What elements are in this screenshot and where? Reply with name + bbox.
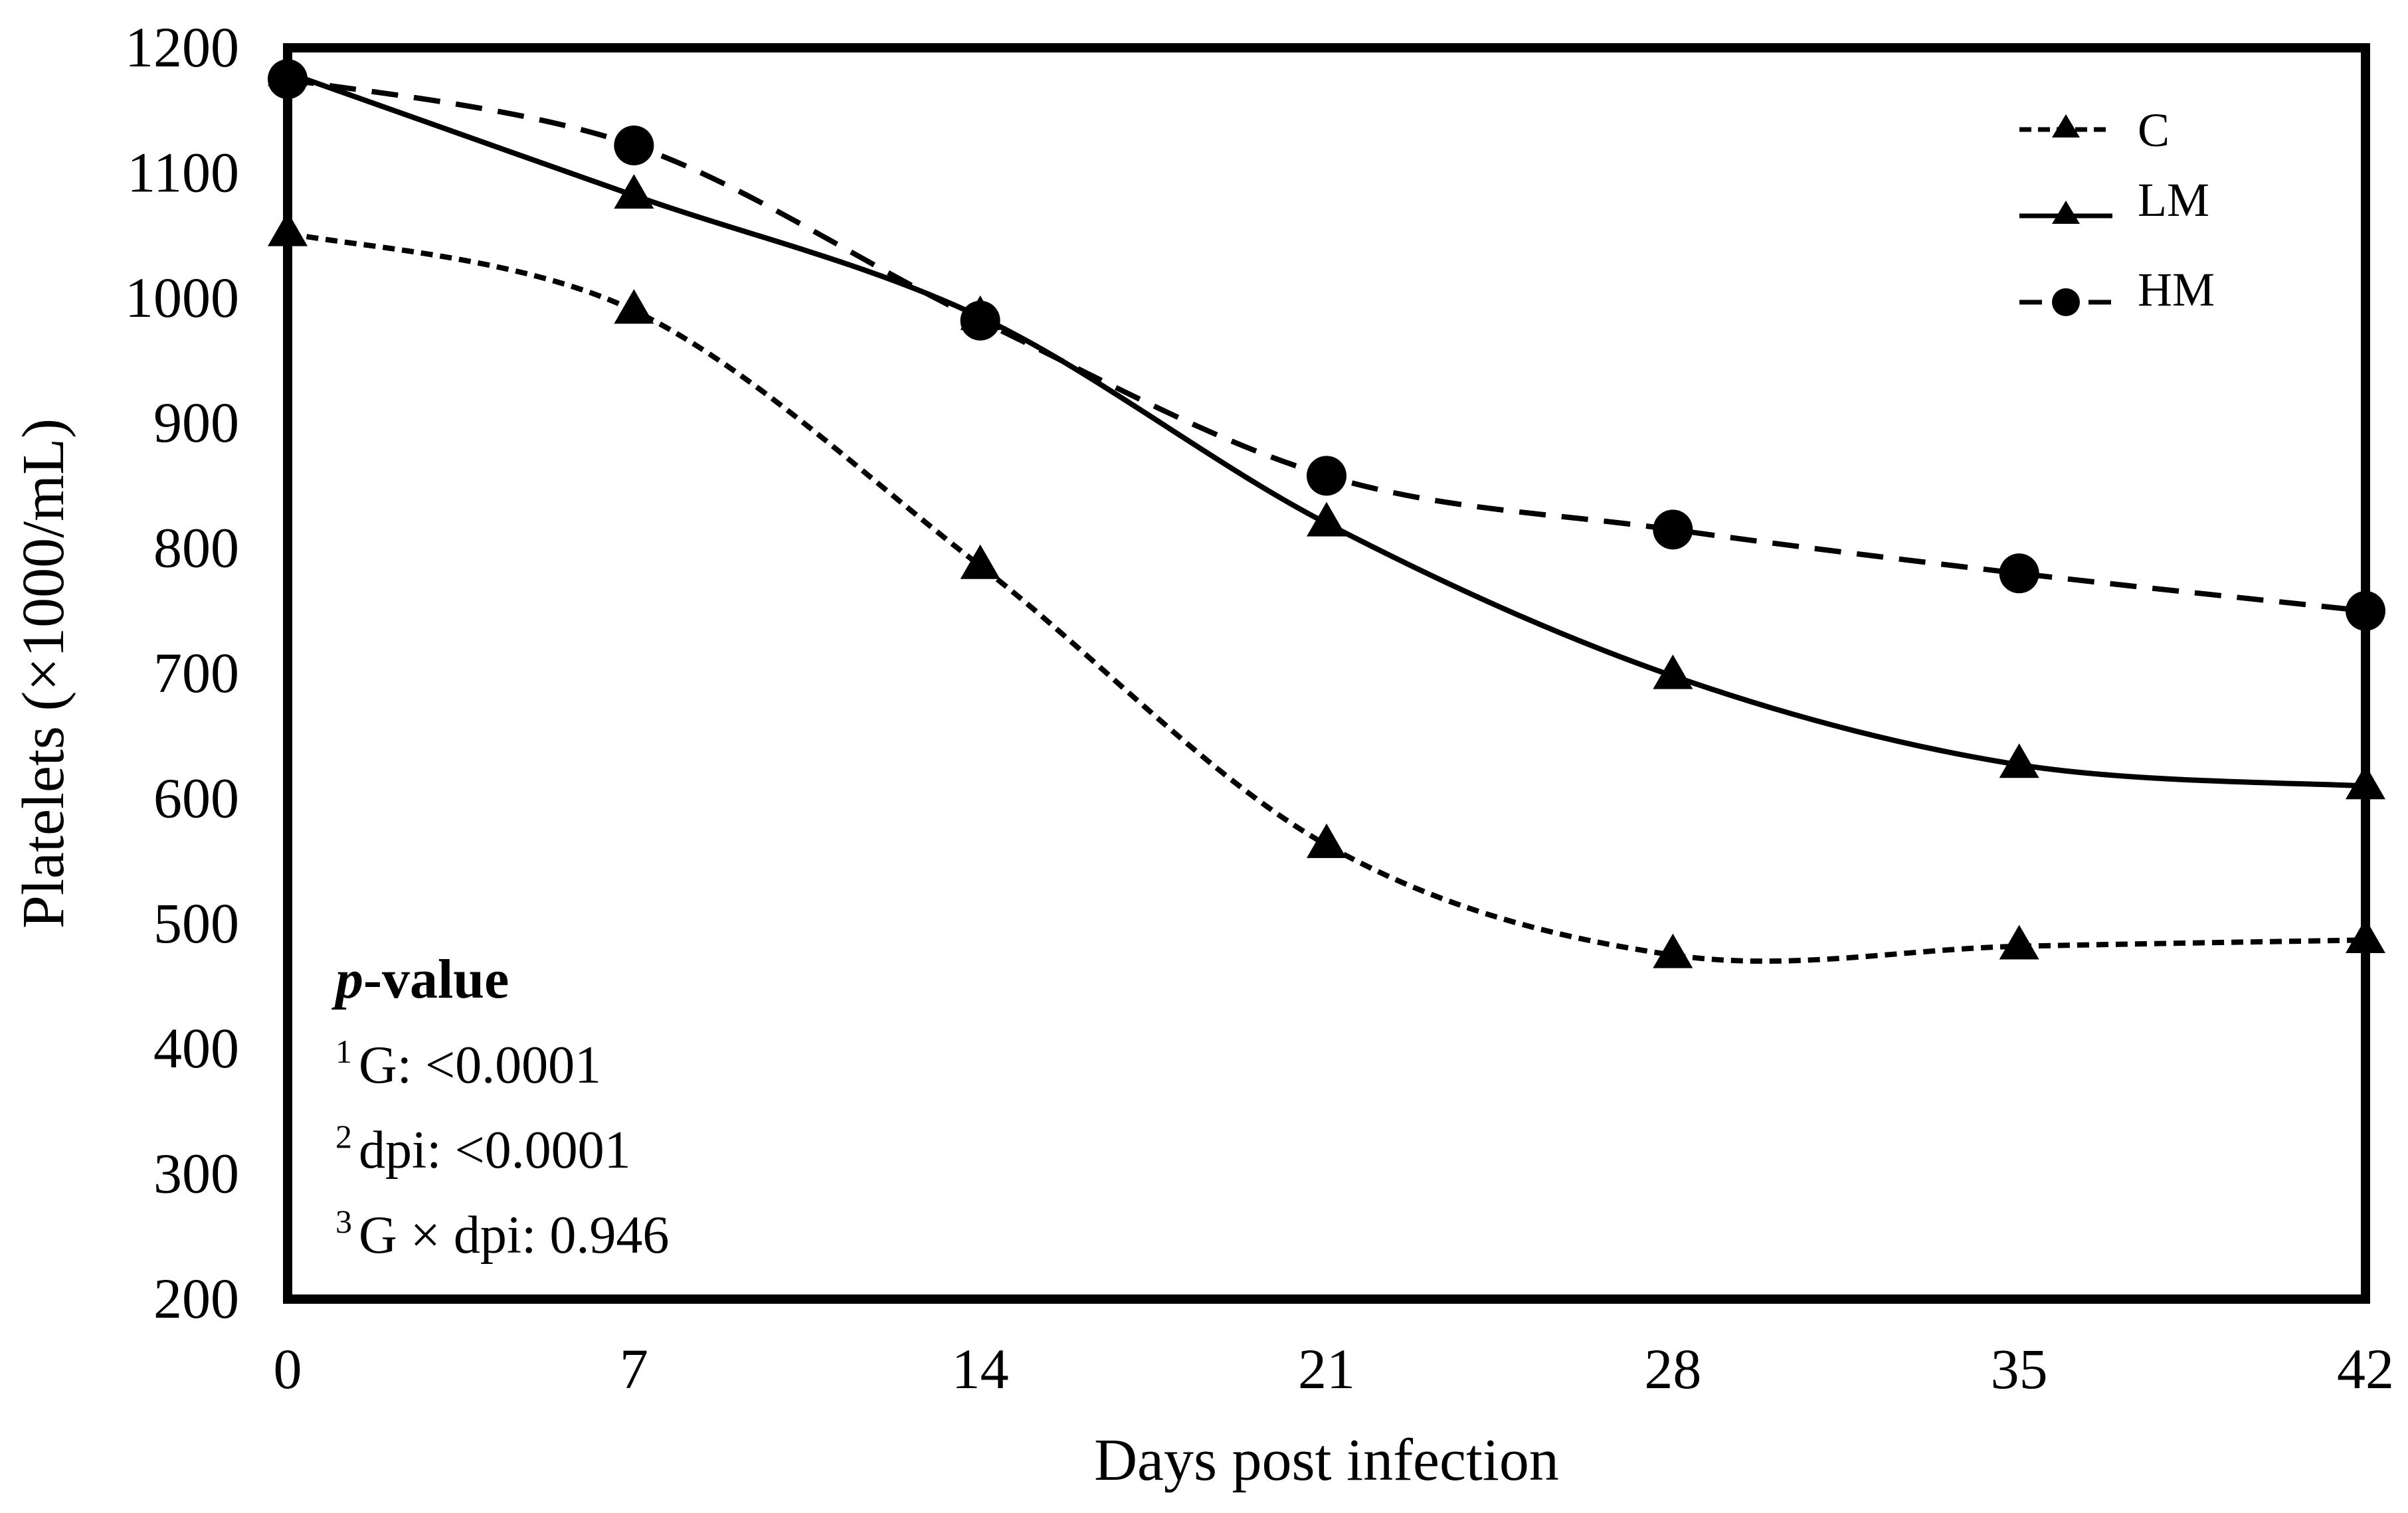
x-tick-label-42: 42: [2337, 1337, 2394, 1401]
y-axis-title: Platelets (×1000/mL): [11, 418, 76, 929]
point-lm-day-21: [1307, 501, 1346, 537]
x-tick-label-0: 0: [274, 1337, 302, 1401]
x-tick-label-14: 14: [952, 1337, 1009, 1401]
x-axis-title: Days post infection: [1094, 1427, 1559, 1493]
y-axis-ticks: 200 300 400 500 600 700 800 900 1000 1100 1200: [125, 15, 239, 1330]
legend-marker-c: [2052, 114, 2080, 137]
point-lm-day-28: [1653, 654, 1693, 689]
point-c-day-14: [960, 544, 1000, 579]
y-tick-label-500: 500: [153, 891, 239, 955]
series-layer: [268, 51, 2385, 968]
legend-label-hm: HM: [2138, 263, 2215, 316]
x-tick-label-28: 28: [1644, 1337, 1701, 1401]
point-c-day-28: [1653, 933, 1693, 968]
x-axis-ticks: 0 7 14 21 28 35 42: [274, 1337, 2395, 1401]
point-c-day-21: [1307, 823, 1346, 858]
legend-marker-hm: [2052, 288, 2080, 316]
y-tick-label-700: 700: [153, 641, 239, 705]
x-tick-label-7: 7: [620, 1337, 648, 1401]
series-line-lm: [286, 70, 2366, 789]
legend: C LM HM: [2019, 104, 2215, 316]
series-hm: [268, 59, 2385, 631]
legend-label-c: C: [2138, 104, 2170, 157]
y-tick-label-600: 600: [153, 766, 239, 830]
point-hm-day-14: [960, 300, 1000, 341]
series-lm: [268, 51, 2385, 800]
point-c-day-35: [1999, 925, 2039, 960]
point-lm-day-35: [1999, 743, 2039, 778]
point-hm-day-28: [1653, 509, 1693, 550]
y-tick-label-800: 800: [153, 516, 239, 580]
legend-label-lm: LM: [2138, 173, 2209, 226]
x-tick-label-21: 21: [1298, 1337, 1355, 1401]
point-lm-day-7: [614, 174, 654, 209]
y-tick-label-300: 300: [153, 1142, 239, 1205]
legend-marker-lm: [2052, 201, 2080, 224]
y-tick-label-1200: 1200: [125, 15, 239, 79]
y-tick-label-1100: 1100: [127, 140, 239, 204]
point-c-day-7: [614, 289, 654, 324]
y-tick-label-400: 400: [153, 1016, 239, 1080]
point-hm-day-35: [1999, 553, 2039, 594]
point-hm-day-7: [614, 125, 654, 165]
plot-frame: [283, 43, 2370, 1304]
y-tick-label-900: 900: [153, 391, 239, 454]
series-c: [268, 211, 2385, 968]
p-value-line-g: 1 G: <0.0001: [335, 1033, 601, 1095]
x-tick-label-35: 35: [1991, 1337, 2048, 1401]
p-value-line-dpi: 2 dpi: <0.0001: [335, 1118, 631, 1180]
p-value-title: p-value: [331, 948, 509, 1010]
y-tick-label-200: 200: [153, 1267, 239, 1330]
point-hm-day-21: [1307, 456, 1346, 496]
y-tick-label-1000: 1000: [125, 266, 239, 329]
